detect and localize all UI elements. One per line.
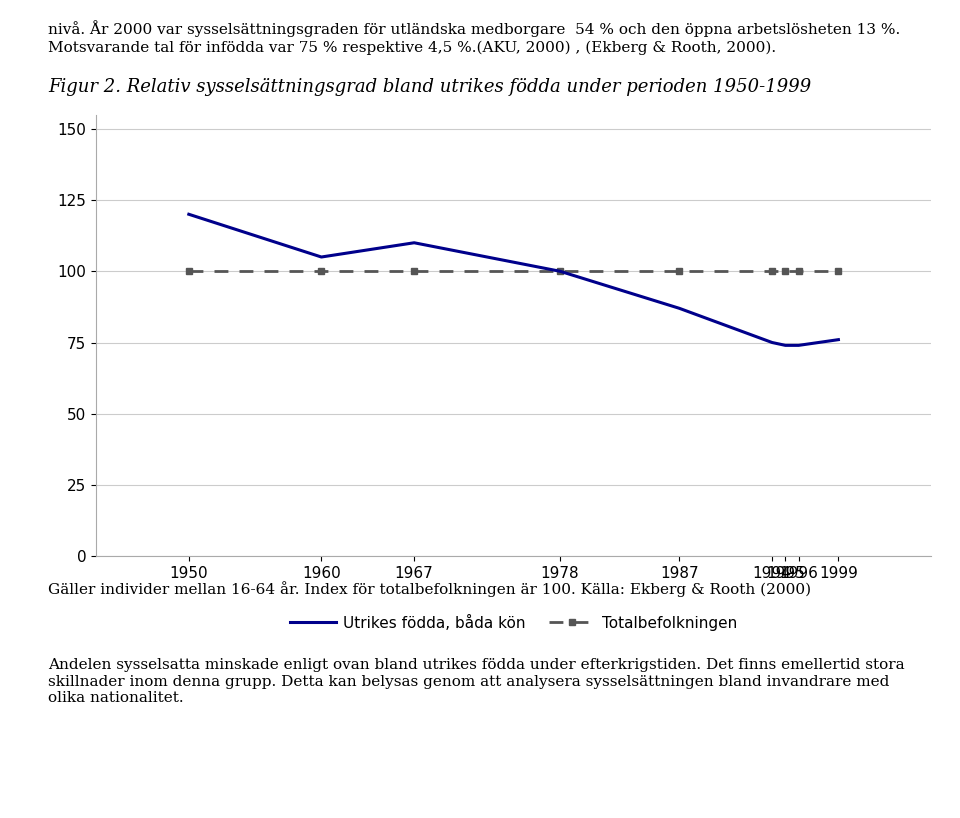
Text: Motsvarande tal för infödda var 75 % respektive 4,5 %.(AKU, 2000) , (Ekberg & Ro: Motsvarande tal för infödda var 75 % res… <box>48 41 776 56</box>
Line: Totalbefolkningen: Totalbefolkningen <box>185 267 842 275</box>
Totalbefolkningen <box>766 267 778 276</box>
Utrikes födda, båda kön <box>793 340 804 350</box>
Totalbefolkningen <box>183 267 195 276</box>
Utrikes födda, båda kön <box>674 303 685 313</box>
Totalbefolkningen <box>793 267 804 276</box>
Utrikes födda, båda kön <box>183 209 195 219</box>
Utrikes födda, båda kön <box>832 335 844 344</box>
Utrikes födda, båda kön <box>408 238 420 248</box>
Text: Gäller individer mellan 16-64 år. Index för totalbefolkningen är 100. Källa: Ekb: Gäller individer mellan 16-64 år. Index … <box>48 581 811 596</box>
Utrikes födda, båda kön <box>780 340 791 350</box>
Totalbefolkningen <box>408 267 420 276</box>
Totalbefolkningen <box>832 267 844 276</box>
Text: Andelen sysselsatta minskade enligt ovan bland utrikes födda under efterkrigstid: Andelen sysselsatta minskade enligt ovan… <box>48 658 904 705</box>
Totalbefolkningen <box>316 267 327 276</box>
Text: nivå. År 2000 var sysselsättningsgraden för utländska medborgare  54 % och den ö: nivå. År 2000 var sysselsättningsgraden … <box>48 20 900 38</box>
Utrikes födda, båda kön <box>316 252 327 262</box>
Totalbefolkningen <box>674 267 685 276</box>
Line: Utrikes födda, båda kön: Utrikes födda, båda kön <box>189 214 838 345</box>
Utrikes födda, båda kön <box>766 338 778 348</box>
Legend: Utrikes födda, båda kön, Totalbefolkningen: Utrikes födda, båda kön, Totalbefolkning… <box>284 609 743 637</box>
Utrikes födda, båda kön <box>554 267 565 276</box>
Totalbefolkningen <box>780 267 791 276</box>
Totalbefolkningen <box>554 267 565 276</box>
Text: Figur 2. Relativ sysselsättningsgrad bland utrikes födda under perioden 1950-199: Figur 2. Relativ sysselsättningsgrad bla… <box>48 78 811 96</box>
